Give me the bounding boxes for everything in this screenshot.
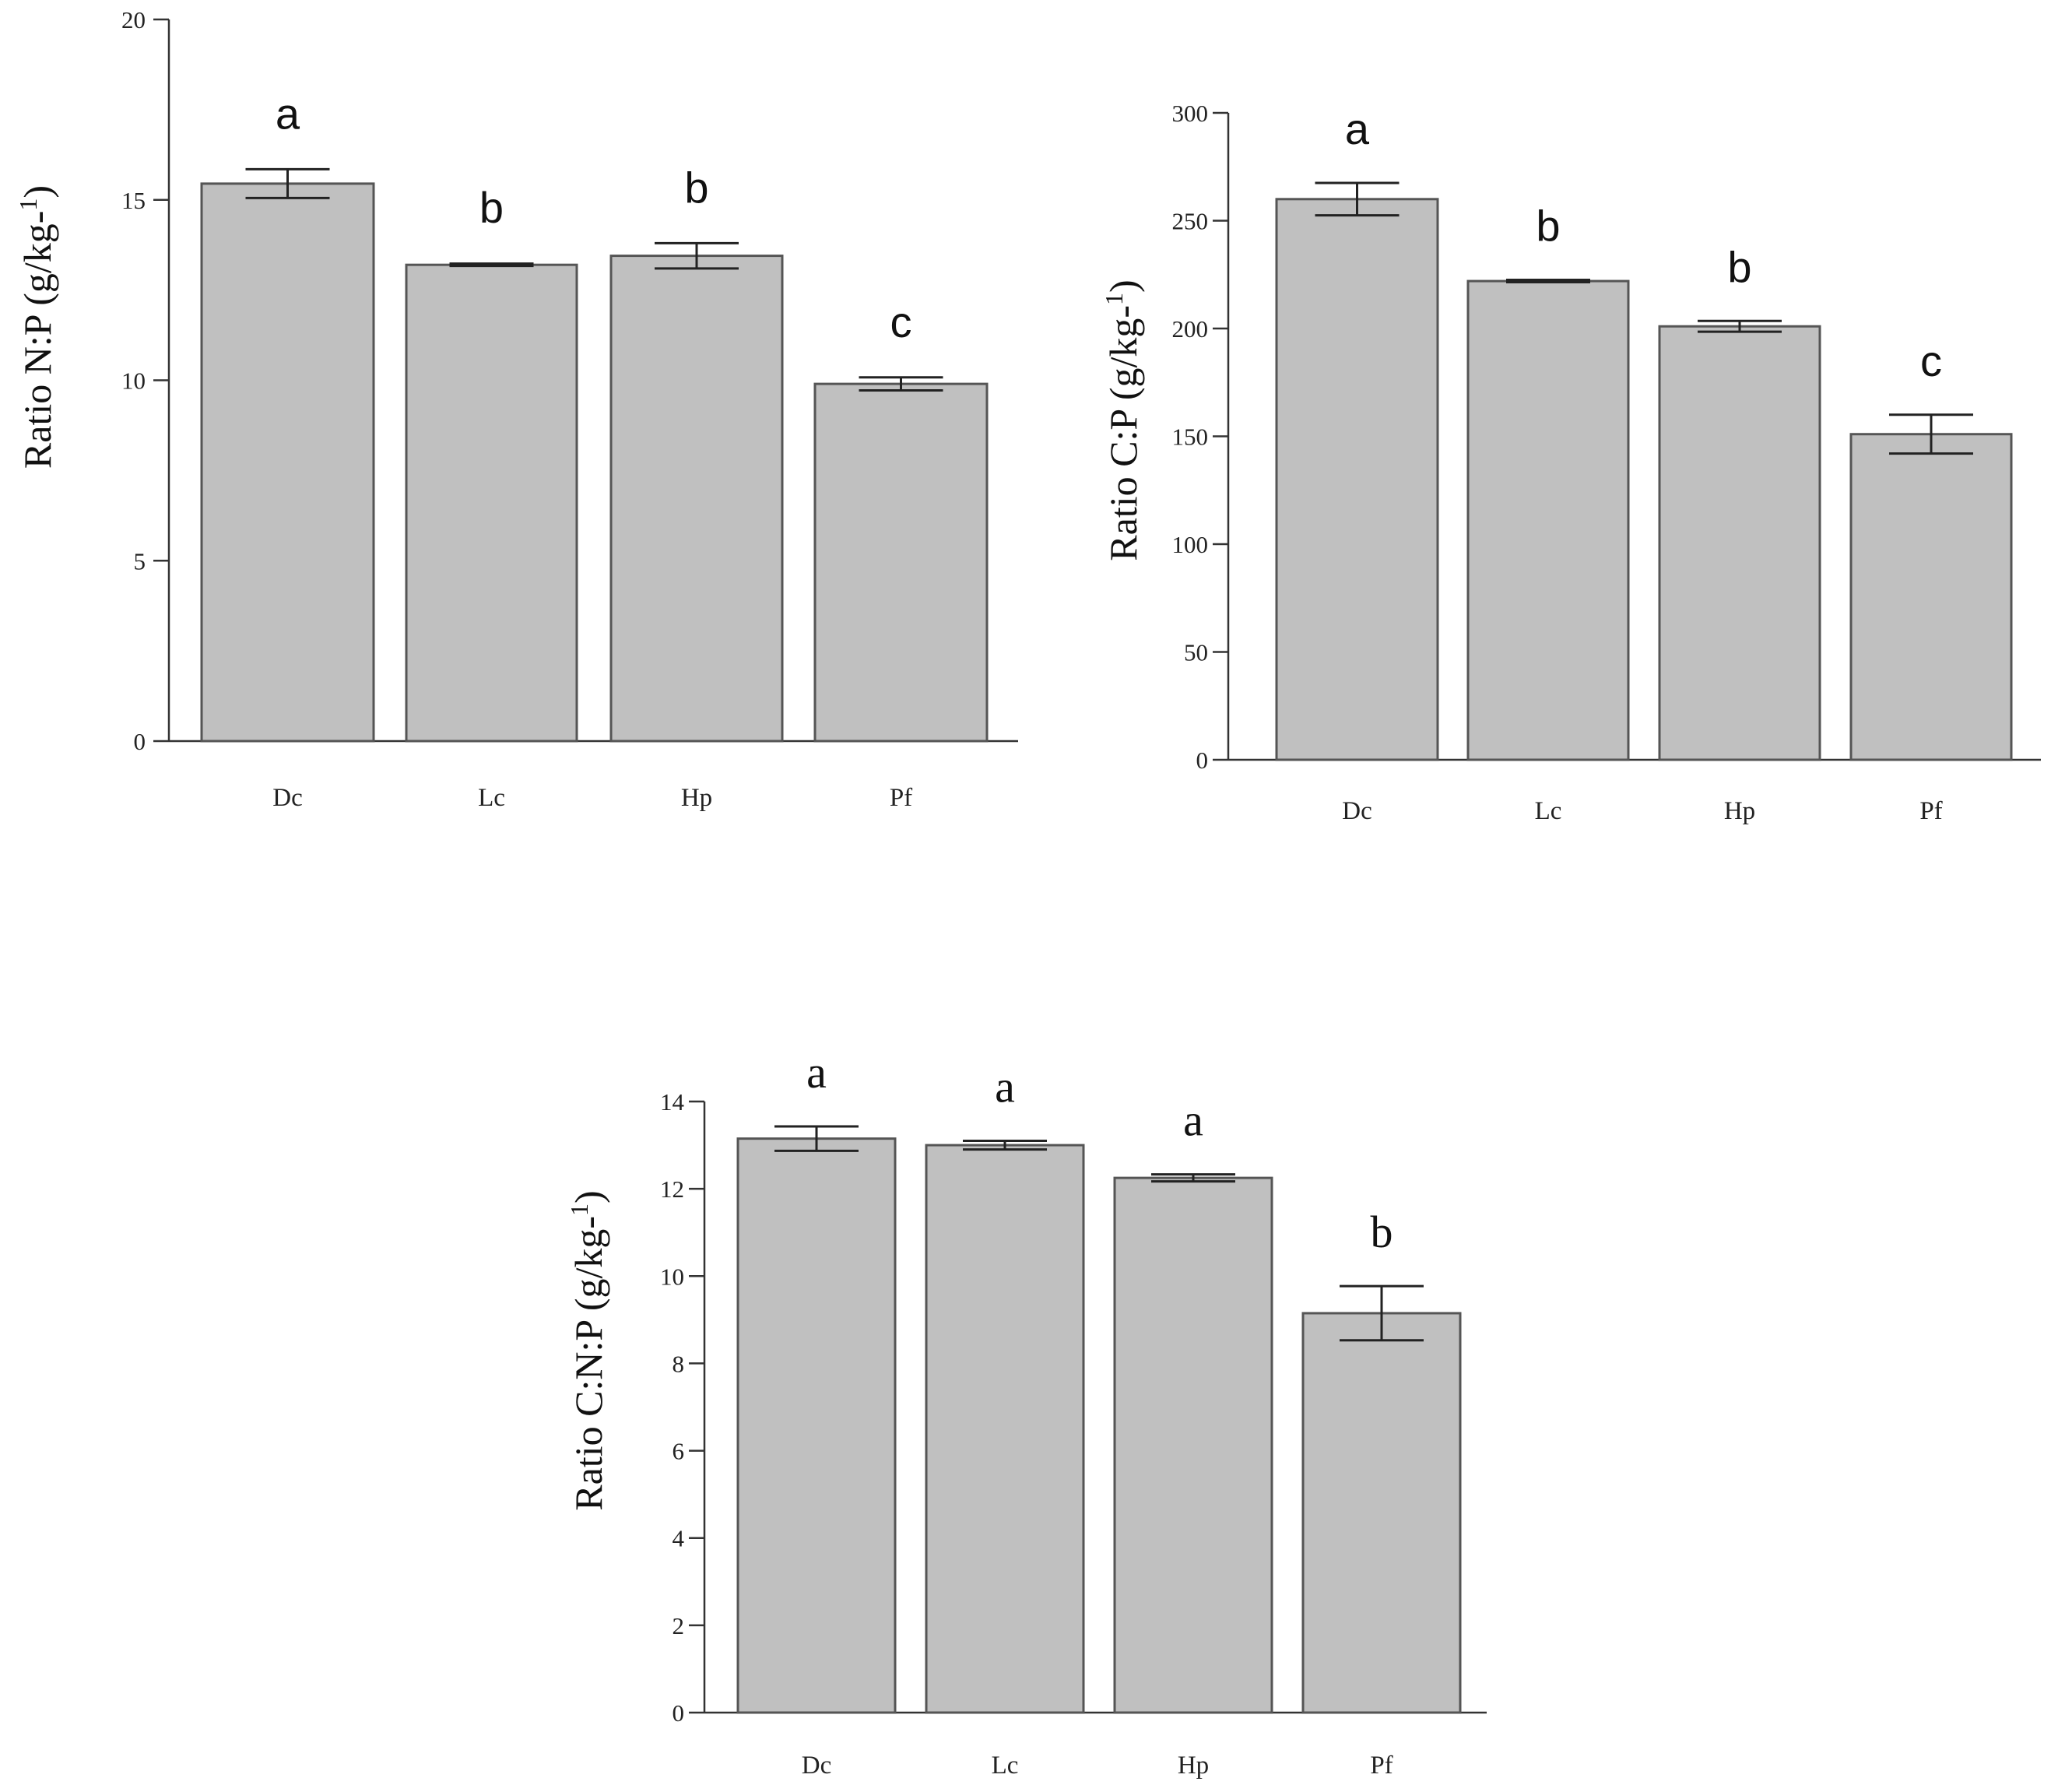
- bar: [1466, 279, 1630, 761]
- significance-label: c: [1920, 336, 1942, 385]
- chart-cp-ratio: 0 50 100 150 200 250 300 Dc a Lc b Hp b Pf c Ratio C:P …: [1100, 100, 2041, 825]
- significance-label: a: [1183, 1095, 1203, 1146]
- chart-np-ratio: 0 5 10 15 20 Dc a Lc b Hp b Pf c Ratio N:P (g/kg-1): [14, 6, 1018, 812]
- y-tick-label: 250: [1172, 208, 1209, 235]
- y-tick-label: 50: [1184, 639, 1208, 666]
- significance-label: b: [1371, 1207, 1393, 1257]
- bar: [405, 263, 578, 743]
- bar: [1658, 325, 1821, 761]
- y-tick-label: 20: [121, 6, 146, 33]
- bar: [1113, 1176, 1273, 1714]
- bar: [925, 1144, 1085, 1714]
- chart-cnp-ratio: 0 2 4 6 8 10 12 14 Dc a Lc a Hp a Pf b Ratio C:N:P (g/kg…: [565, 1047, 1487, 1780]
- y-tick-label: 12: [660, 1175, 684, 1203]
- y-tick-label: 300: [1172, 100, 1209, 127]
- significance-label: a: [1345, 104, 1370, 153]
- y-tick-label: 150: [1172, 423, 1209, 451]
- bar: [1275, 198, 1439, 761]
- y-tick-label: 5: [134, 547, 146, 574]
- x-category-label: Hp: [1724, 797, 1755, 825]
- significance-label: b: [684, 163, 708, 212]
- y-tick-label: 4: [673, 1525, 685, 1552]
- x-category-label: Lc: [992, 1752, 1019, 1780]
- y-tick-label: 6: [673, 1438, 685, 1465]
- bar: [813, 382, 989, 743]
- y-axis-title: Ratio C:N:P (g/kg-1): [565, 1190, 610, 1510]
- bar: [609, 255, 784, 743]
- x-category-label: Dc: [802, 1752, 831, 1780]
- significance-label: b: [1727, 242, 1751, 291]
- y-tick-label: 200: [1172, 315, 1209, 343]
- bar: [1301, 1312, 1462, 1714]
- x-category-label: Pf: [1370, 1752, 1393, 1780]
- x-category-label: Hp: [1178, 1752, 1209, 1780]
- significance-label: a: [806, 1047, 827, 1098]
- bar: [1849, 433, 2013, 761]
- y-tick-label: 10: [660, 1263, 684, 1290]
- y-tick-label: 10: [121, 367, 146, 395]
- y-tick-label: 100: [1172, 531, 1209, 558]
- y-tick-label: 0: [673, 1699, 685, 1727]
- y-tick-label: 0: [134, 728, 146, 755]
- x-category-label: Lc: [1535, 797, 1562, 825]
- bar: [200, 182, 375, 743]
- y-tick-label: 14: [660, 1088, 685, 1116]
- y-tick-label: 0: [1196, 747, 1209, 774]
- x-category-label: Pf: [890, 784, 912, 812]
- x-category-label: Hp: [681, 784, 712, 812]
- significance-label: b: [1536, 202, 1560, 251]
- y-tick-label: 15: [121, 187, 146, 214]
- x-category-label: Dc: [1342, 797, 1371, 825]
- y-axis-title: Ratio N:P (g/kg-1): [14, 185, 59, 469]
- bar: [736, 1137, 897, 1714]
- y-tick-label: 2: [673, 1612, 685, 1639]
- significance-label: b: [479, 183, 504, 232]
- x-category-label: Pf: [1919, 797, 1942, 825]
- x-category-label: Dc: [272, 784, 302, 812]
- significance-label: a: [276, 89, 300, 138]
- significance-label: a: [995, 1061, 1015, 1112]
- significance-label: c: [890, 297, 912, 346]
- y-tick-label: 8: [673, 1350, 685, 1377]
- x-category-label: Lc: [478, 784, 505, 812]
- y-axis-title: Ratio C:P (g/kg-1): [1100, 279, 1145, 560]
